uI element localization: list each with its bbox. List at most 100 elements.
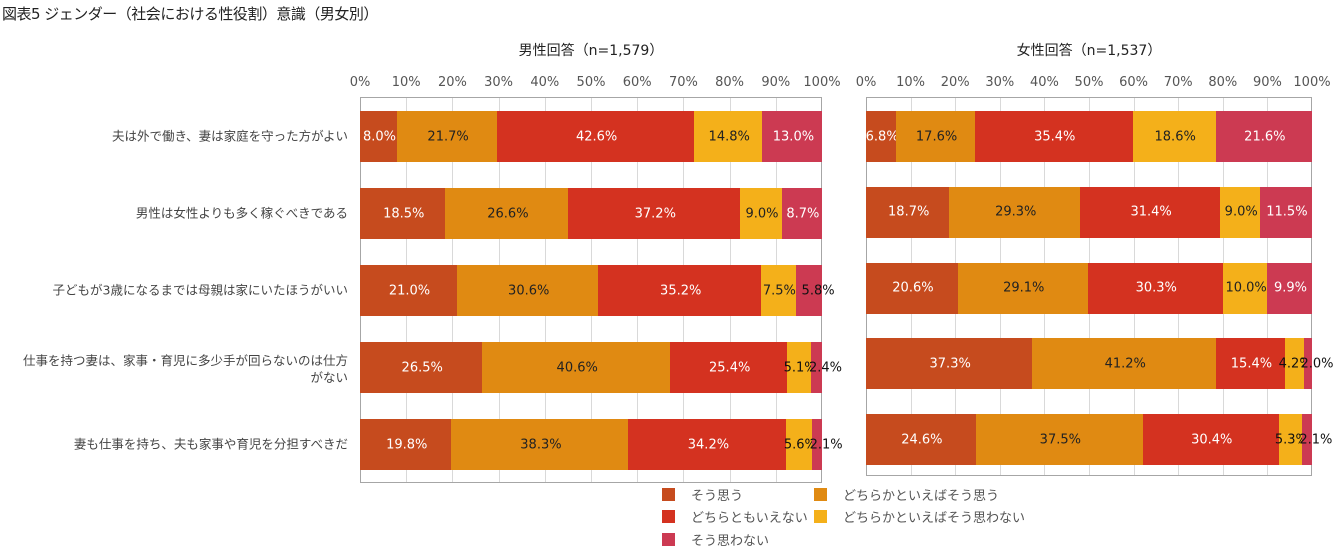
bar-segment (795, 265, 823, 316)
data-label: 8.0% (362, 129, 396, 144)
data-label: 13.0% (772, 129, 815, 144)
bar-segment (1267, 262, 1312, 314)
bar-segment (360, 342, 483, 393)
data-label: 35.2% (660, 283, 702, 298)
bar-segment (1132, 111, 1216, 162)
bar-segment (1080, 186, 1221, 238)
data-label: 19.8% (386, 437, 428, 452)
legend-label: どちらかといえばそう思わない (843, 511, 1026, 526)
bar-segment (975, 414, 1143, 466)
x-tick-label: 10% (391, 75, 421, 90)
data-label: 38.3% (520, 437, 562, 452)
data-label: 18.5% (383, 206, 425, 221)
legend-label: そう思わない (691, 534, 770, 549)
data-label: 30.3% (1135, 280, 1177, 296)
legend-label: どちらともいえない (691, 511, 808, 526)
x-tick-label: 80% (715, 75, 745, 90)
legend-swatch (662, 510, 675, 523)
data-label: 18.7% (888, 204, 930, 220)
bar-segment (694, 111, 763, 162)
data-label: 7.5% (762, 283, 796, 298)
data-label: 29.1% (1003, 280, 1045, 296)
legend-label: どちらかといえばそう思う (843, 489, 1000, 504)
category-label: 子どもが3歳になるまでは母親は家にいたほうがいい (52, 282, 348, 298)
x-tick-label: 40% (530, 75, 560, 90)
data-label: 17.6% (915, 129, 958, 144)
bar-segment (445, 188, 569, 239)
data-label: 31.4% (1130, 204, 1172, 220)
bar-segment (360, 265, 458, 316)
bar-segment (360, 111, 397, 162)
x-tick-label: 60% (622, 75, 652, 90)
x-tick-label: 40% (1029, 75, 1059, 90)
x-tick-label: 20% (437, 75, 467, 90)
figure-title: 図表5 ジェンダー（社会における性役割）意識（男女別） (2, 5, 378, 23)
bar-segment (1260, 186, 1312, 238)
bar-segment (1222, 262, 1268, 314)
x-tick-label: 0% (855, 75, 877, 90)
category-label: 夫は外で働き、妻は家庭を守った方がよい (111, 128, 348, 144)
legend-swatch (814, 510, 827, 523)
data-label: 9.0% (745, 206, 779, 221)
bar-segment (1087, 262, 1223, 314)
data-label: 20.6% (892, 280, 934, 296)
data-label: 42.6% (575, 129, 618, 144)
data-label: 5.6% (783, 437, 817, 452)
x-tick-label: 30% (484, 75, 514, 90)
legend-item: そう思う (662, 485, 743, 504)
bar-segment (974, 111, 1133, 162)
data-label: 30.6% (508, 283, 550, 298)
bar-segment (866, 338, 1033, 390)
bar-segment (1303, 338, 1313, 390)
bar-segment (866, 414, 976, 466)
bar-segment (1142, 414, 1279, 466)
x-tick-label: 90% (1252, 75, 1282, 90)
bar-segment (457, 265, 599, 316)
legend-swatch (662, 533, 675, 546)
data-label: 37.5% (1039, 432, 1081, 448)
data-label: 21.6% (1244, 129, 1286, 144)
data-label: 37.2% (634, 206, 676, 221)
bar-segment (1278, 414, 1303, 466)
data-label: 8.7% (786, 206, 820, 221)
bar-segment (497, 111, 694, 162)
data-label: 9.9% (1273, 280, 1307, 296)
data-label: 21.7% (427, 129, 469, 144)
bar-segment (866, 186, 950, 238)
data-label: 15.4% (1230, 356, 1273, 372)
data-label: 5.1% (783, 360, 817, 375)
data-label: 25.4% (709, 360, 751, 375)
x-tick-label: 70% (1163, 75, 1193, 90)
data-label: 21.0% (388, 283, 431, 298)
x-tick-label: 20% (940, 75, 970, 90)
panel-title: 女性回答（n=1,537） (1016, 43, 1162, 59)
bar-segment (568, 188, 741, 239)
data-label: 41.2% (1104, 356, 1146, 372)
bar-segment (812, 419, 822, 470)
x-tick-label: 10% (896, 75, 926, 90)
bar-segment (781, 188, 822, 239)
data-label: 24.6% (901, 432, 943, 448)
female-plot-area: 6.8% 17.6% 35.4% 18.6% 21.6% 18.7% 29.3% 31.4% 9… (866, 97, 1334, 476)
category-label: 仕事を持つ妻は、家事・育児に多少手が回らないのは仕方 がない (22, 353, 348, 385)
bar-segment (1302, 414, 1312, 466)
data-label: 5.3% (1274, 432, 1308, 448)
bar-segment (896, 111, 975, 162)
data-label: 4.2% (1278, 356, 1312, 372)
bar-segment (482, 342, 670, 393)
x-tick-label: 30% (985, 75, 1015, 90)
legend-item: そう思わない (662, 530, 769, 549)
panel-title: 男性回答（n=1,579） (518, 43, 664, 59)
bar-segment (1216, 338, 1285, 390)
legend-label: そう思う (691, 489, 744, 504)
data-label: 2.1% (809, 437, 843, 452)
legend-item: どちらかといえばそう思う (814, 485, 999, 504)
bar-segment (762, 111, 823, 162)
data-label: 5.8% (801, 283, 835, 298)
data-label: 9.0% (1224, 204, 1258, 220)
data-label: 40.6% (556, 360, 598, 375)
bar-segment (598, 265, 761, 316)
data-label: 30.4% (1191, 432, 1233, 448)
x-tick-label: 90% (761, 75, 791, 90)
data-label: 29.3% (995, 204, 1037, 220)
